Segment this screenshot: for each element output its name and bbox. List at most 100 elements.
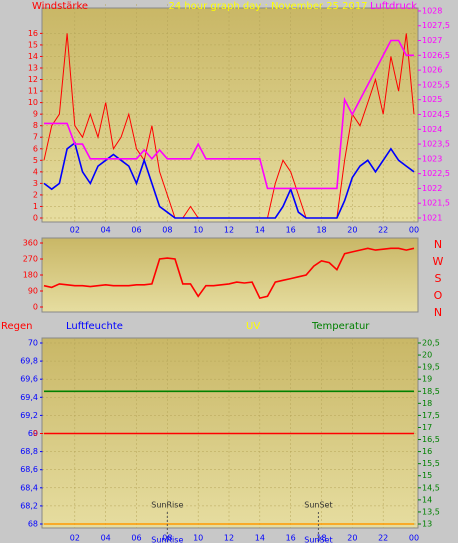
tick-label: 69 (28, 429, 38, 438)
chart-title: 24 hour graph day : November 25 2017 (168, 1, 367, 12)
tick-label: 69,2 (20, 411, 38, 420)
annotation: SunSet (304, 501, 332, 510)
x-tick-label: 18 (316, 534, 326, 543)
x-tick-label: 00 (409, 226, 419, 235)
tick-label: 270 (23, 255, 38, 264)
tick-label: 68 (28, 520, 38, 529)
tick-label: 180 (23, 271, 38, 280)
tick-label: 5 (33, 156, 38, 165)
tick-label: 68,8 (20, 447, 38, 456)
x-tick-label: 12 (224, 534, 234, 543)
tick-label: 13,5 (422, 507, 440, 516)
tick-label: 10 (28, 98, 38, 107)
x-tick-label: 14 (255, 534, 265, 543)
x-tick-label: 10 (193, 226, 203, 235)
x-tick-label: 22 (378, 226, 388, 235)
tick-label: 20 (422, 351, 432, 360)
x-tick-label: 16 (286, 226, 296, 235)
tick-label: 69,4 (20, 393, 38, 402)
series-line (43, 141, 415, 219)
legend-label: UV (246, 321, 260, 332)
tick-label: 20,5 (422, 339, 440, 348)
tick-label: 0 (33, 429, 38, 438)
tick-label: 1027 (422, 36, 442, 45)
x-tick-label: 02 (70, 534, 80, 543)
y2-axis-label: Luftdruck (370, 1, 417, 12)
tick-label: 0 (33, 303, 38, 312)
x-tick-label: 08 (162, 226, 172, 235)
series-line (44, 39, 414, 190)
x-tick-label: 02 (70, 226, 80, 235)
x-tick-label: 12 (224, 226, 234, 235)
tick-label: 15 (422, 471, 432, 480)
tick-label: 1 (33, 202, 38, 211)
side-label: O (434, 289, 443, 302)
tick-label: 3 (33, 179, 38, 188)
tick-label: 1022 (422, 184, 442, 193)
tick-label: 68,2 (20, 501, 38, 510)
legend-label: Temperatur (311, 321, 370, 332)
tick-label: 68,4 (20, 483, 38, 492)
tick-label: 15 (28, 40, 38, 49)
tick-label: 90 (28, 287, 38, 296)
tick-label: 13 (28, 64, 38, 73)
tick-label: 1024,5 (422, 110, 450, 119)
tick-label: 12 (28, 75, 38, 84)
series-line (43, 247, 415, 300)
tick-label: 69,8 (20, 357, 38, 366)
legend-label: Regen (1, 321, 33, 332)
tick-label: 0 (33, 214, 38, 223)
tick-label: 8 (33, 121, 38, 130)
tick-label: 1026 (422, 66, 442, 75)
x-tick-label: 06 (131, 534, 141, 543)
tick-label: 14 (422, 495, 432, 504)
x-tick-label: 10 (193, 534, 203, 543)
tick-label: 13 (422, 520, 432, 529)
tick-label: 360 (23, 239, 38, 248)
tick-label: 14 (28, 52, 38, 61)
plot-area (41, 237, 419, 313)
x-tick-label: 00 (409, 534, 419, 543)
tick-label: 17 (422, 423, 432, 432)
tick-label: 68,6 (20, 465, 38, 474)
x-tick-label: 18 (316, 226, 326, 235)
tick-label: 69,6 (20, 375, 38, 384)
tick-label: 1025 (422, 95, 442, 104)
plot-area (41, 7, 419, 223)
tick-label: 11 (28, 87, 38, 96)
tick-label: 2 (33, 190, 38, 199)
x-tick-label: 20 (347, 534, 357, 543)
tick-label: 1028 (422, 6, 442, 15)
x-tick-label: 16 (286, 534, 296, 543)
annotation: SunRise (151, 501, 183, 510)
side-label: N (434, 306, 442, 319)
tick-label: 18,5 (422, 387, 440, 396)
x-tick-label: 22 (378, 534, 388, 543)
tick-label: 1024 (422, 125, 442, 134)
tick-label: 1021 (422, 214, 442, 223)
tick-label: 1025,5 (422, 80, 450, 89)
tick-label: 1023,5 (422, 140, 450, 149)
tick-label: 19,5 (422, 363, 440, 372)
side-label: N (434, 238, 442, 251)
tick-label: 4 (33, 167, 38, 176)
tick-label: 19 (422, 375, 432, 384)
side-label: S (435, 272, 442, 285)
tick-label: 16 (28, 29, 38, 38)
tick-label: 1026,5 (422, 51, 450, 60)
side-label: W (433, 255, 444, 268)
tick-label: 6 (33, 144, 38, 153)
tick-label: 1023 (422, 154, 442, 163)
tick-label: 15,5 (422, 459, 440, 468)
x-tick-label: 20 (347, 226, 357, 235)
tick-label: 70 (28, 339, 38, 348)
tick-label: 1022,5 (422, 169, 450, 178)
tick-label: 16 (422, 447, 432, 456)
tick-label: 7 (33, 133, 38, 142)
tick-label: 16,5 (422, 435, 440, 444)
annotation: SunSet (304, 536, 332, 543)
tick-label: 14,5 (422, 483, 440, 492)
tick-label: 1027,5 (422, 21, 450, 30)
y-axis-label: Windstärke (32, 1, 88, 12)
